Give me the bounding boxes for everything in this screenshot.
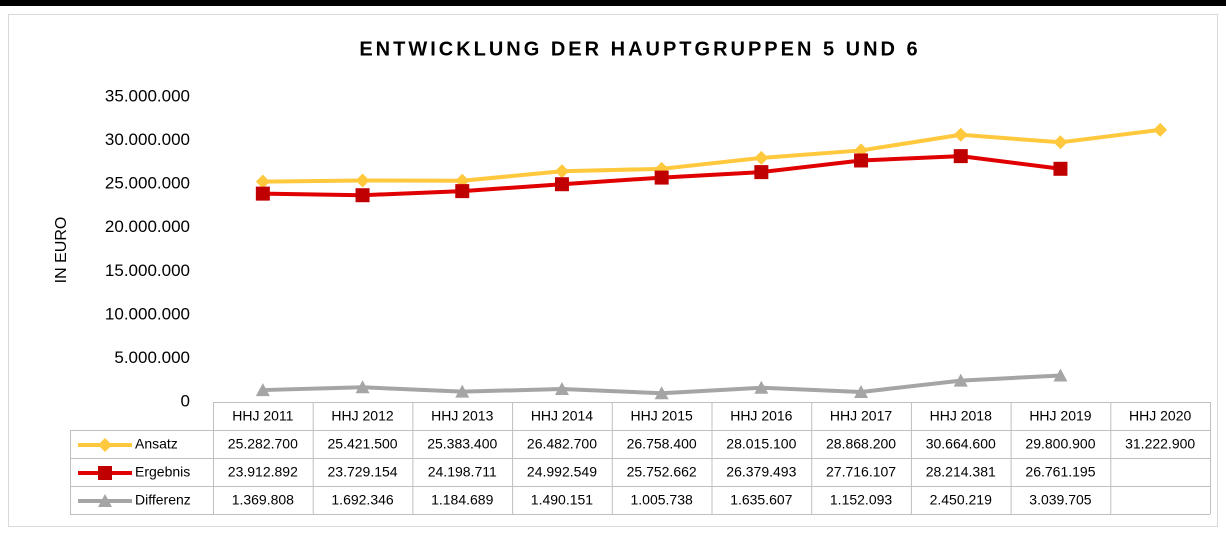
table-value: 1.635.607	[730, 492, 792, 508]
table-value: 28.214.381	[926, 464, 996, 480]
table-value: 29.800.900	[1025, 436, 1095, 452]
series-line	[262, 127, 1161, 184]
point	[654, 386, 669, 400]
top-bar	[0, 0, 1226, 6]
table-value: 23.729.154	[328, 464, 398, 480]
x-tick-label: HHJ 2014	[531, 408, 593, 424]
chart-frame	[8, 14, 1218, 527]
point	[1053, 135, 1068, 150]
table-value: 3.039.705	[1029, 492, 1091, 508]
point	[654, 170, 669, 185]
table-value: 26.758.400	[627, 436, 697, 452]
x-tick-label: HHJ 2013	[431, 408, 493, 424]
point	[953, 373, 968, 387]
point	[355, 188, 370, 203]
table-value: 26.761.195	[1025, 464, 1095, 480]
table-value: 28.015.100	[726, 436, 796, 452]
point	[355, 380, 370, 394]
x-tick-label: HHJ 2011	[232, 408, 293, 424]
legend-label: Ansatz	[135, 436, 178, 452]
y-tick-label: 10.000.000	[105, 304, 190, 323]
point	[554, 164, 569, 179]
point	[455, 384, 470, 398]
table-value: 27.716.107	[826, 464, 896, 480]
table-value: 1.152.093	[830, 492, 892, 508]
x-tick-label: HHJ 2020	[1129, 408, 1191, 424]
table-value: 25.383.400	[427, 436, 497, 452]
table-value: 1.490.151	[531, 492, 593, 508]
table-value: 30.664.600	[926, 436, 996, 452]
x-tick-label: HHJ 2019	[1029, 408, 1091, 424]
legend-label: Ergebnis	[135, 464, 190, 480]
y-tick-label: 20.000.000	[105, 217, 190, 236]
table-value: 25.282.700	[228, 436, 298, 452]
table-value: 28.868.200	[826, 436, 896, 452]
point	[1153, 122, 1168, 137]
x-tick-label: HHJ 2017	[830, 408, 892, 424]
table-value: 23.912.892	[228, 464, 298, 480]
table-value: 24.992.549	[527, 464, 597, 480]
point	[953, 149, 968, 164]
legend-marker	[98, 494, 112, 507]
x-tick-label: HHJ 2016	[730, 408, 792, 424]
chart-title: ENTWICKLUNG DER HAUPTGRUPPEN 5 UND 6	[359, 38, 920, 60]
point	[1053, 368, 1068, 382]
x-tick-label: HHJ 2012	[331, 408, 393, 424]
table-value: 1.369.808	[232, 492, 294, 508]
point	[754, 150, 769, 165]
point	[255, 186, 270, 201]
y-tick-label: 0	[181, 391, 190, 410]
x-tick-label: HHJ 2015	[631, 408, 693, 424]
table-value: 2.450.219	[930, 492, 992, 508]
point	[754, 380, 769, 394]
legend-label: Differenz	[135, 492, 191, 508]
point	[255, 383, 270, 397]
table-value: 25.752.662	[627, 464, 697, 480]
point	[455, 184, 470, 199]
point	[255, 174, 270, 189]
table-value: 26.379.493	[726, 464, 796, 480]
y-tick-label: 30.000.000	[105, 130, 190, 149]
table-value: 1.692.346	[331, 492, 393, 508]
point	[754, 165, 769, 180]
legend-marker	[98, 466, 112, 480]
table-value: 26.482.700	[527, 436, 597, 452]
point	[1053, 161, 1068, 176]
y-tick-label: 15.000.000	[105, 261, 190, 280]
table-value: 1.184.689	[431, 492, 493, 508]
point	[854, 153, 869, 168]
point	[355, 173, 370, 188]
point	[953, 127, 968, 142]
table-value: 1.005.738	[631, 492, 693, 508]
x-tick-label: HHJ 2018	[930, 408, 992, 424]
table-value: 24.198.711	[428, 464, 497, 480]
point	[554, 382, 569, 396]
point	[854, 384, 869, 398]
table-value: 31.222.900	[1125, 436, 1195, 452]
legend-marker	[98, 438, 112, 452]
y-tick-label: 35.000.000	[105, 86, 190, 105]
point	[554, 177, 569, 192]
table-value: 25.421.500	[328, 436, 398, 452]
y-tick-label: 5.000.000	[114, 348, 190, 367]
y-tick-label: 25.000.000	[105, 174, 190, 193]
y-axis-title: IN EURO	[53, 217, 70, 284]
